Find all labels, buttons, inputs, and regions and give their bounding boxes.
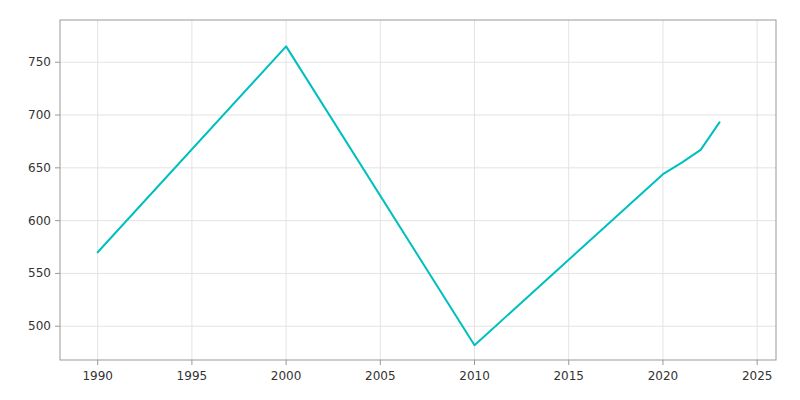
chart: 1990 1995 2000 2005 2010 2015 2020 2025 500 550 60… xyxy=(0,0,800,400)
x-tick xyxy=(662,360,663,365)
x-grid-line xyxy=(286,20,287,360)
x-tick-label: 2020 xyxy=(648,369,679,383)
x-grid-line xyxy=(380,20,381,360)
x-tick-label: 2005 xyxy=(365,369,396,383)
y-tick xyxy=(55,326,60,327)
x-grid-line xyxy=(568,20,569,360)
y-tick-label: 500 xyxy=(28,319,51,333)
y-grid-line xyxy=(60,326,776,327)
x-tick xyxy=(380,360,381,365)
x-tick xyxy=(191,360,192,365)
y-grid-line xyxy=(60,220,776,221)
x-grid-line xyxy=(474,20,475,360)
x-tick xyxy=(474,360,475,365)
x-grid-line xyxy=(191,20,192,360)
x-grid-line xyxy=(97,20,98,360)
x-tick-label: 1995 xyxy=(177,369,208,383)
x-tick-label: 2010 xyxy=(459,369,490,383)
y-tick-label: 550 xyxy=(28,266,51,280)
y-tick xyxy=(55,167,60,168)
y-tick xyxy=(55,62,60,63)
y-grid-line xyxy=(60,167,776,168)
x-tick-label: 2025 xyxy=(742,369,773,383)
y-tick-label: 750 xyxy=(28,55,51,69)
chart-container: 1990 1995 2000 2005 2010 2015 2020 2025 500 550 60… xyxy=(0,0,800,400)
y-grid-line xyxy=(60,115,776,116)
x-grid-line xyxy=(662,20,663,360)
y-tick-label: 700 xyxy=(28,108,51,122)
plot-frame xyxy=(60,20,776,360)
x-tick xyxy=(97,360,98,365)
x-tick xyxy=(568,360,569,365)
y-tick-label: 650 xyxy=(28,161,51,175)
x-tick-label: 2015 xyxy=(553,369,584,383)
x-tick xyxy=(286,360,287,365)
y-grid-line xyxy=(60,62,776,63)
y-grid-line xyxy=(60,273,776,274)
x-tick-label: 1990 xyxy=(82,369,113,383)
y-tick xyxy=(55,220,60,221)
grid xyxy=(60,20,776,360)
x-grid-line xyxy=(757,20,758,360)
axes: 1990 1995 2000 2005 2010 2015 2020 2025 500 550 60… xyxy=(28,55,772,383)
x-tick-label: 2000 xyxy=(271,369,302,383)
x-tick xyxy=(757,360,758,365)
y-tick xyxy=(55,115,60,116)
data xyxy=(98,46,720,345)
y-tick-label: 600 xyxy=(28,214,51,228)
y-tick xyxy=(55,273,60,274)
population-line xyxy=(98,46,720,345)
